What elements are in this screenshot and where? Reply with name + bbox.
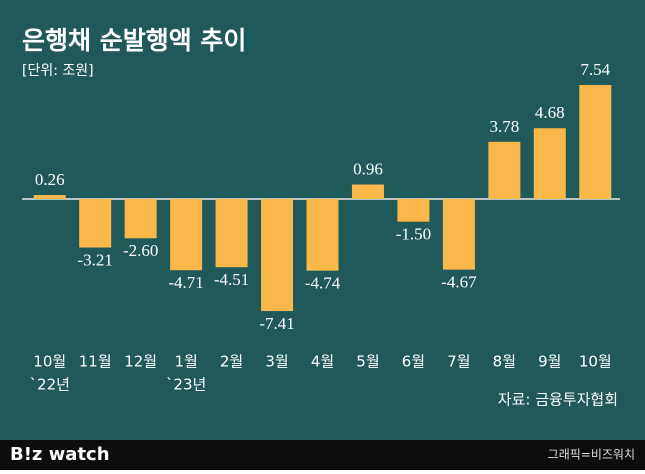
- value-label: -4.71: [168, 273, 203, 292]
- x-tick-label: 7월: [447, 353, 470, 371]
- bar: [533, 128, 566, 199]
- value-label: -7.41: [259, 314, 294, 333]
- x-tick-label: 10월: [579, 353, 612, 371]
- chart-subtitle: [단위: 조원]: [22, 63, 94, 79]
- value-label: 3.78: [489, 117, 519, 136]
- x-tick-label: 9월: [538, 353, 561, 371]
- bar: [351, 184, 384, 199]
- value-label: -4.67: [441, 273, 477, 292]
- value-label: 0.96: [353, 159, 383, 178]
- value-label: 7.54: [580, 60, 610, 79]
- value-label: 0.26: [35, 170, 65, 189]
- x-tick-label: 3월: [265, 353, 288, 371]
- x-tick-sublabel: `23년: [166, 376, 206, 394]
- value-label: -1.50: [396, 225, 431, 244]
- bar: [215, 199, 248, 268]
- logo: B!z watch: [10, 444, 110, 465]
- bar: [170, 199, 203, 271]
- x-tick-label: 1월: [174, 353, 197, 371]
- x-tick-label: 5월: [356, 353, 379, 371]
- value-label: -3.21: [77, 250, 112, 269]
- bar: [397, 199, 430, 222]
- bar: [124, 199, 157, 239]
- bar: [442, 199, 475, 270]
- x-tick-label: 2월: [220, 353, 243, 371]
- x-tick-label: 11월: [79, 353, 112, 371]
- x-tick-label: 10월: [33, 353, 66, 371]
- value-label: -4.51: [214, 270, 249, 289]
- source: 자료: 금융투자협회: [498, 391, 618, 409]
- x-tick-label: 4월: [311, 353, 334, 371]
- chart-title: 은행채 순발행액 추이: [22, 26, 246, 55]
- bar: [261, 199, 294, 312]
- credit: 그래픽=비즈워치: [548, 448, 635, 462]
- x-tick-label: 12월: [124, 353, 157, 371]
- x-tick-label: 8월: [493, 353, 516, 371]
- bar: [79, 199, 112, 248]
- bar: [33, 195, 66, 199]
- x-tick-label: 6월: [402, 353, 425, 371]
- value-label: 4.68: [535, 103, 565, 122]
- x-tick-sublabel: `22년: [30, 376, 70, 394]
- footer-bar: [0, 440, 645, 470]
- bar: [579, 85, 612, 199]
- bar: [488, 141, 521, 199]
- value-label: -4.74: [305, 274, 341, 293]
- bar: [306, 199, 339, 271]
- value-label: -2.60: [123, 241, 158, 260]
